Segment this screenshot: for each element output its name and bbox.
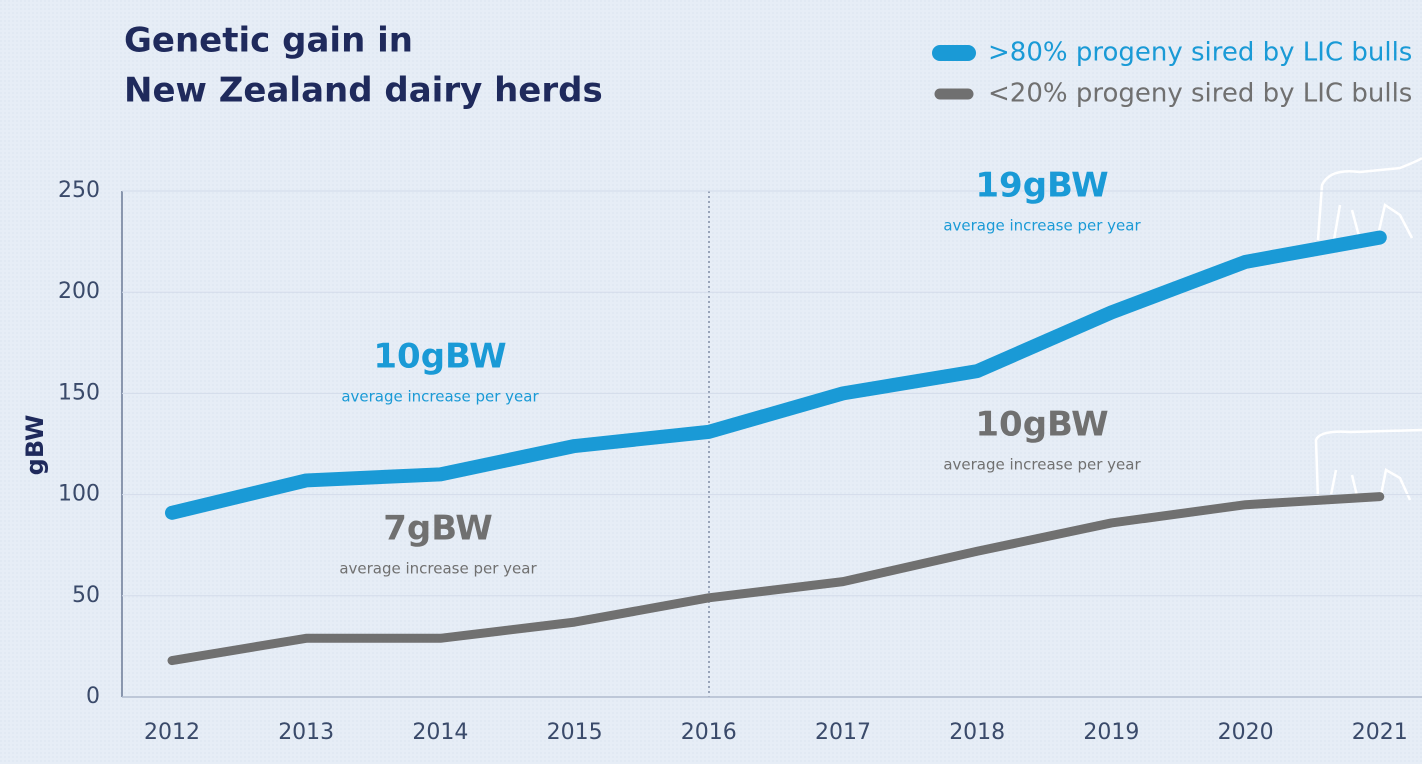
legend-label: >80% progeny sired by LIC bulls	[988, 38, 1412, 68]
annotation-subtext: average increase per year	[943, 217, 1141, 235]
annotation-value: 10gBW	[373, 337, 506, 377]
chart-title: New Zealand dairy herds	[124, 71, 603, 111]
chart-title: Genetic gain in	[124, 21, 413, 61]
x-tick-label: 2014	[412, 720, 468, 745]
y-tick-label: 0	[86, 684, 100, 709]
y-tick-label: 200	[58, 279, 100, 304]
y-tick-label: 50	[72, 583, 100, 608]
y-tick-label: 100	[58, 482, 100, 507]
annotation-subtext: average increase per year	[339, 560, 537, 578]
annotation-subtext: average increase per year	[341, 388, 539, 406]
series-line	[165, 230, 1387, 520]
annotation-value: 19gBW	[975, 166, 1108, 206]
x-tick-label: 2019	[1083, 720, 1139, 745]
x-tick-label: 2017	[815, 720, 871, 745]
y-tick-label: 150	[58, 380, 100, 405]
x-tick-label: 2012	[144, 720, 200, 745]
x-tick-label: 2021	[1352, 720, 1408, 745]
y-axis-label: gBW	[21, 415, 49, 476]
series-line	[167, 492, 1385, 666]
x-tick-label: 2015	[547, 720, 603, 745]
annotation-subtext: average increase per year	[943, 456, 1141, 474]
legend-label: <20% progeny sired by LIC bulls	[988, 79, 1412, 109]
x-tick-label: 2016	[681, 720, 737, 745]
annotation-value: 7gBW	[383, 509, 493, 549]
x-tick-label: 2018	[949, 720, 1005, 745]
x-tick-label: 2013	[278, 720, 334, 745]
x-tick-label: 2020	[1218, 720, 1274, 745]
annotation-value: 10gBW	[975, 405, 1108, 445]
y-tick-label: 250	[58, 178, 100, 203]
cow-icon	[1314, 157, 1422, 501]
